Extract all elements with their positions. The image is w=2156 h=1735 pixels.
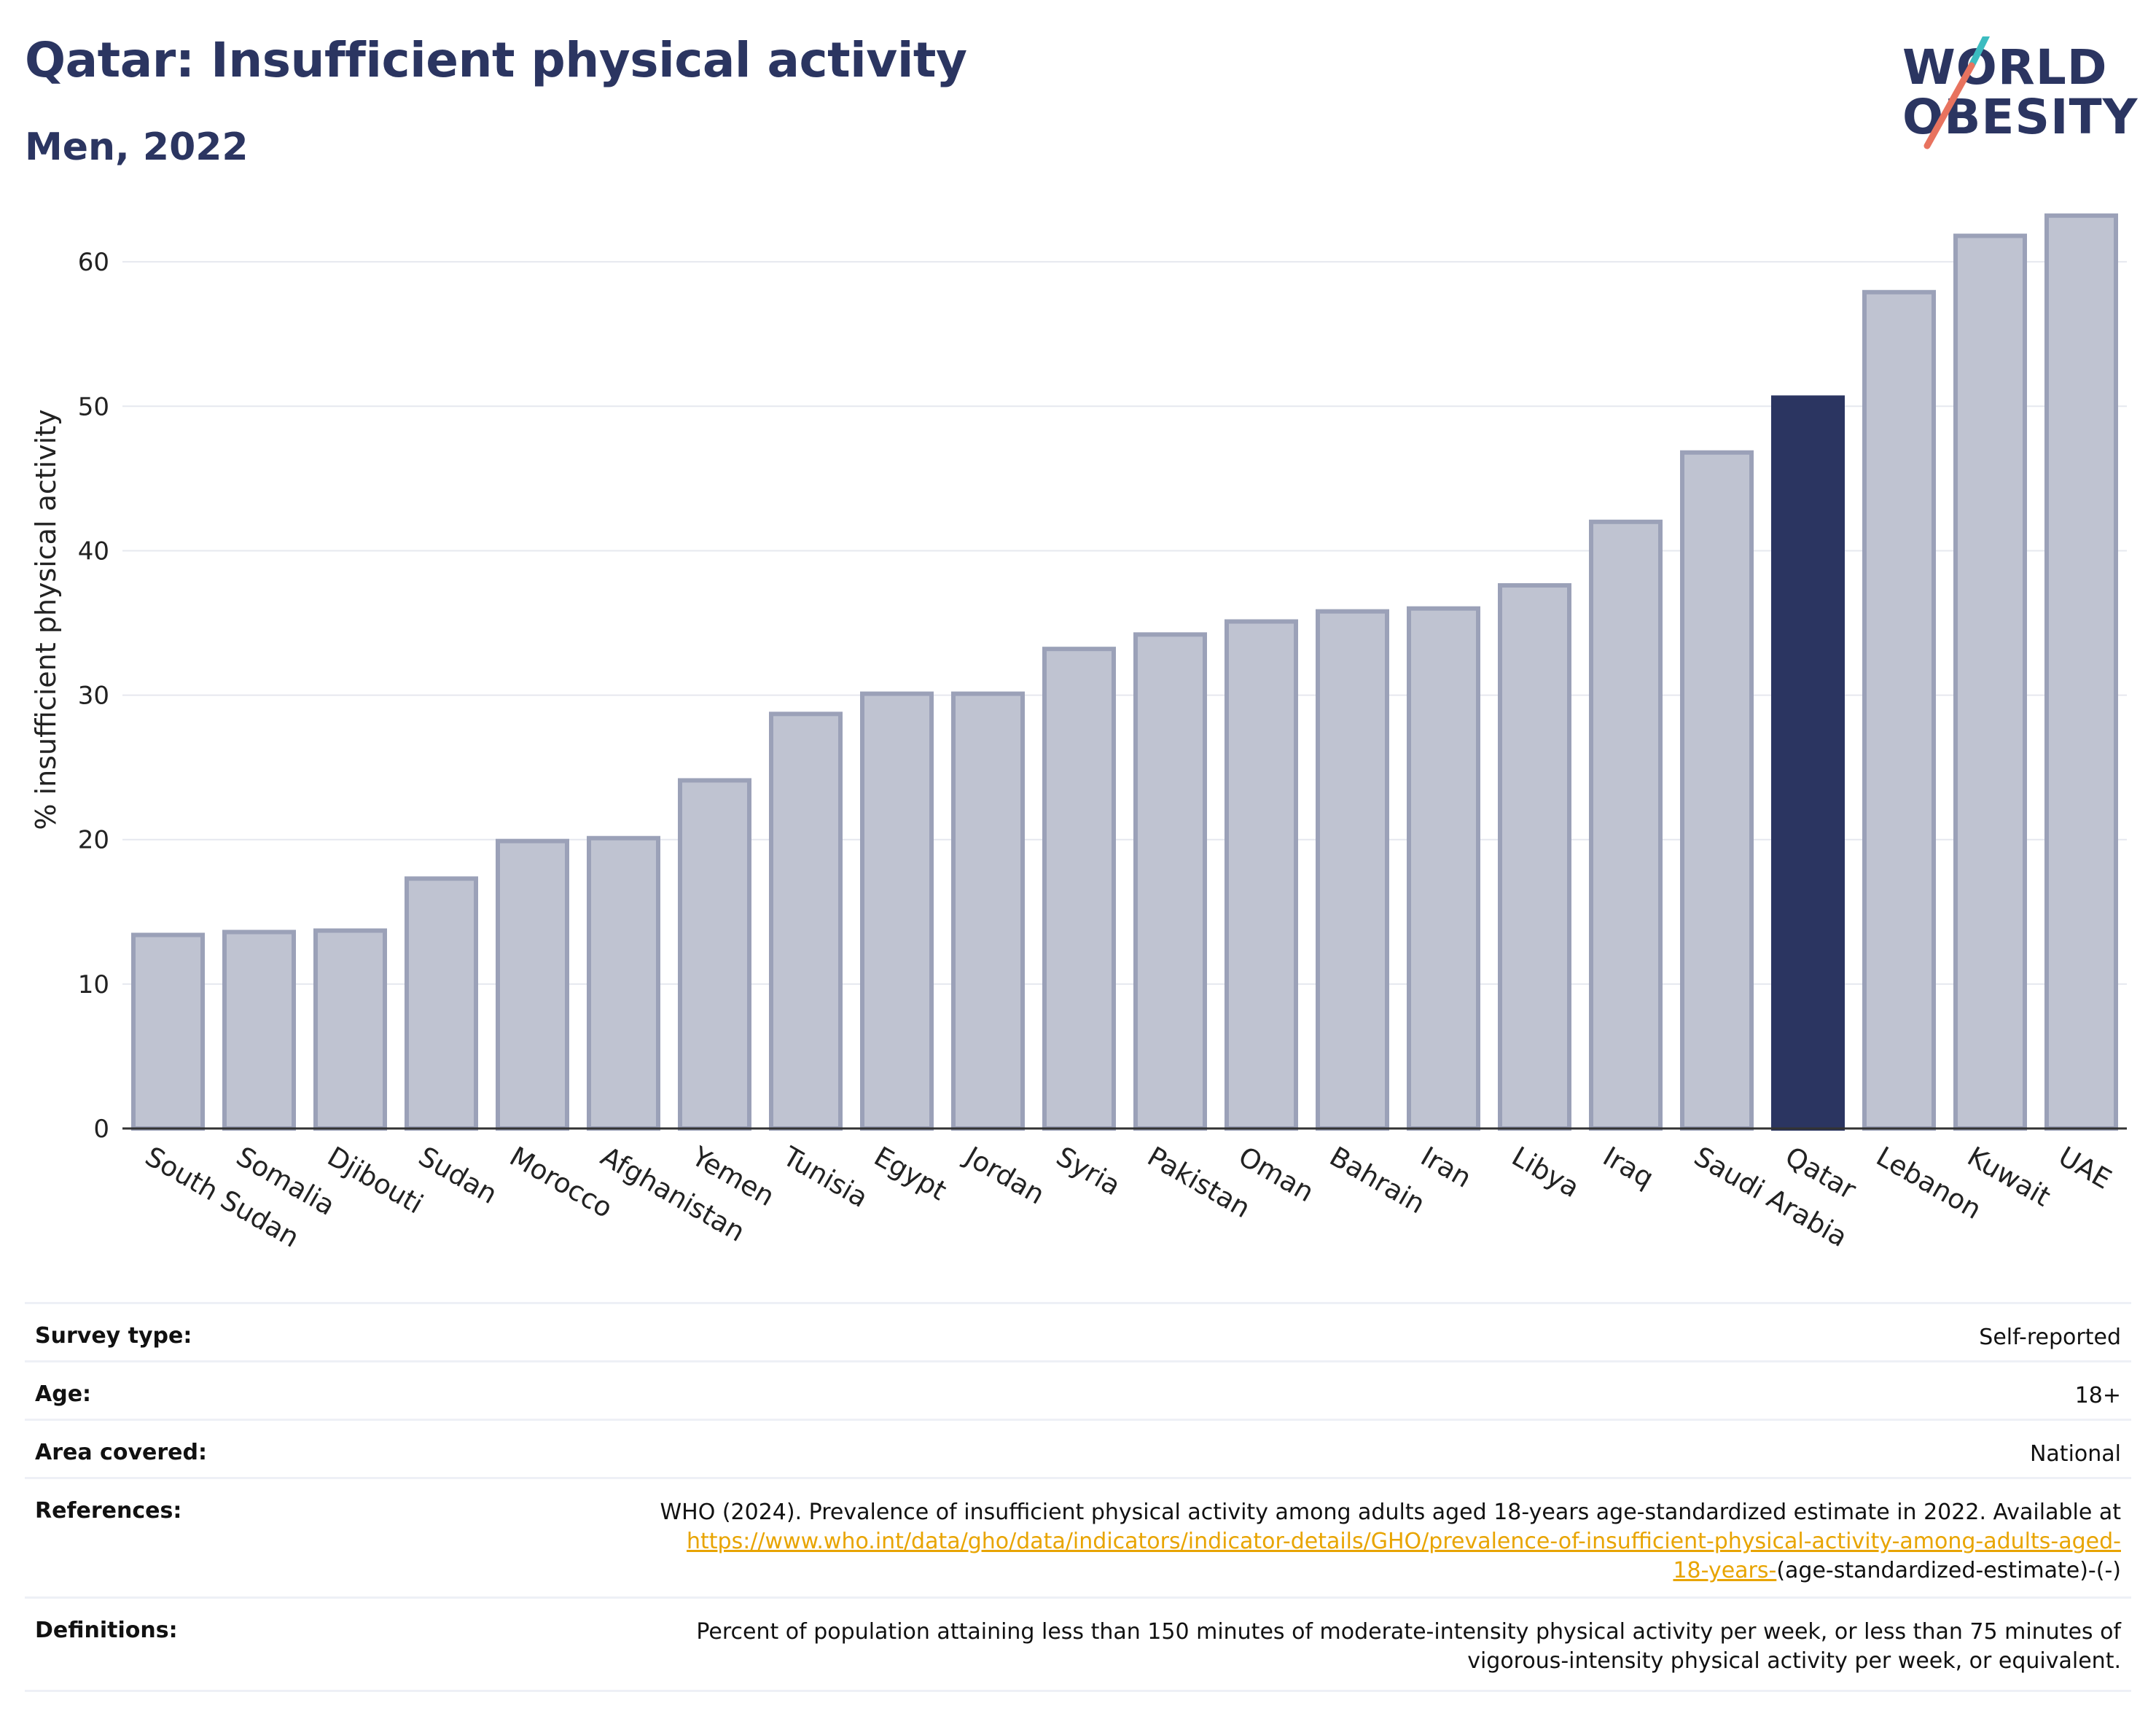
x-tick-label: UAE [2053, 1141, 2117, 1196]
bar-iran[interactable] [1407, 606, 1480, 1131]
bar-djibouti[interactable] [313, 928, 387, 1131]
definitions-line-2: vigorous-intensity physical activity per… [1467, 1648, 2121, 1674]
x-tick-label: South Sudan [140, 1141, 305, 1254]
logo-text-world: WORLD [1902, 39, 2108, 95]
bar-sudan[interactable] [405, 876, 478, 1131]
survey-type-label: Survey type: [25, 1302, 331, 1362]
age-label: Age: [25, 1360, 331, 1420]
references-link-2[interactable]: 18-years- [1673, 1558, 1777, 1583]
info-row-definitions: Definitions: Percent of population attai… [25, 1596, 2131, 1692]
bar-bahrain[interactable] [1316, 609, 1389, 1131]
age-value: 18+ [331, 1360, 2131, 1420]
x-tick-label: Pakistan [1142, 1141, 1256, 1225]
x-tick-label: Egypt [869, 1141, 952, 1207]
y-tick-label: 40 [78, 537, 109, 566]
bar-saudi-arabia[interactable] [1680, 450, 1754, 1131]
references-label: References: [25, 1477, 331, 1598]
x-tick-label: Iraq [1598, 1141, 1659, 1194]
info-row-area: Area covered: National [25, 1419, 2131, 1478]
bar-south-sudan[interactable] [131, 932, 205, 1131]
bar-morocco[interactable] [496, 838, 569, 1131]
x-tick-label: Jordan [958, 1140, 1050, 1211]
bar-somalia[interactable] [222, 929, 296, 1131]
bar-tunisia[interactable] [769, 711, 843, 1131]
references-suffix: (age-standardized-estimate)-(-) [1776, 1558, 2121, 1583]
y-axis-ticks: 0 10 20 30 40 50 60 [78, 248, 109, 1144]
x-tick-label: Djibouti [322, 1141, 429, 1220]
definitions-label: Definitions: [25, 1596, 331, 1692]
references-text: WHO (2024). Prevalence of insufficient p… [660, 1500, 2121, 1525]
bar-syria[interactable] [1042, 647, 1116, 1131]
y-tick-label: 30 [78, 682, 109, 711]
info-row-references: References: WHO (2024). Prevalence of in… [25, 1477, 2131, 1598]
x-tick-label: Tunisia [777, 1140, 873, 1214]
bar-yemen[interactable] [678, 778, 751, 1131]
bar-pakistan[interactable] [1133, 632, 1207, 1131]
bars [131, 213, 2118, 1131]
definitions-line-1: Percent of population attaining less tha… [696, 1619, 2121, 1645]
bar-oman[interactable] [1225, 619, 1298, 1131]
y-tick-label: 0 [93, 1115, 109, 1144]
x-tick-label: Morocco [504, 1141, 618, 1225]
references-link-1[interactable]: https://www.who.int/data/gho/data/indica… [687, 1529, 2121, 1554]
area-label: Area covered: [25, 1419, 331, 1478]
x-tick-label: Saudi Arabia [1689, 1141, 1853, 1254]
page-subtitle: Men, 2022 [25, 125, 249, 169]
definitions-value: Percent of population attaining less tha… [331, 1596, 2131, 1692]
x-tick-label: Syria [1051, 1141, 1126, 1202]
bar-lebanon[interactable] [1862, 289, 1936, 1131]
bar-libya[interactable] [1498, 582, 1571, 1131]
info-row-age: Age: 18+ [25, 1360, 2131, 1420]
x-tick-label: Iran [1415, 1141, 1477, 1194]
x-tick-label: Bahrain [1324, 1141, 1430, 1220]
world-obesity-logo: WORLD OBESITY [1902, 36, 2137, 153]
bar-kuwait[interactable] [1953, 233, 2027, 1131]
y-tick-label: 10 [78, 970, 109, 999]
bar-jordan[interactable] [951, 691, 1025, 1131]
x-tick-label: Libya [1507, 1141, 1585, 1204]
references-value: WHO (2024). Prevalence of insufficient p… [331, 1477, 2131, 1598]
bar-chart: 0 10 20 30 40 50 60 South SudanSomaliaDjibouti… [30, 213, 2127, 1254]
bar-qatar[interactable] [1771, 395, 1845, 1131]
x-tick-label: Lebanon [1871, 1141, 1987, 1225]
bar-iraq[interactable] [1589, 519, 1663, 1131]
bar-egypt[interactable] [860, 691, 934, 1131]
page-title: Qatar: Insufficient physical activity [25, 32, 967, 88]
logo-slash-icon [1923, 36, 1991, 149]
y-tick-label: 60 [78, 248, 109, 277]
info-table: Survey type: Self-reported Age: 18+ Area… [25, 1302, 2131, 1692]
survey-type-value: Self-reported [331, 1302, 2131, 1362]
bar-uae[interactable] [2044, 213, 2118, 1131]
y-axis-title: % insufficient physical activity [30, 409, 62, 830]
y-tick-label: 50 [78, 392, 109, 421]
y-tick-label: 20 [78, 826, 109, 855]
bar-afghanistan[interactable] [587, 835, 660, 1131]
info-row-survey-type: Survey type: Self-reported [25, 1302, 2131, 1362]
area-value: National [331, 1419, 2131, 1478]
x-tick-label: Sudan [413, 1141, 502, 1211]
